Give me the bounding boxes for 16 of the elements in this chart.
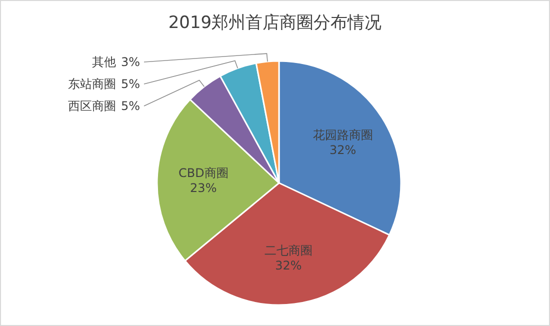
slice-label: 二七商圈 bbox=[264, 244, 312, 258]
pie-slice bbox=[278, 60, 402, 236]
slice-label: CBD商圈 bbox=[178, 166, 228, 180]
chart-title: 2019郑州首店商圈分布情况 bbox=[168, 13, 382, 33]
data-label: 5% bbox=[120, 77, 140, 91]
data-label: 5% bbox=[120, 99, 140, 113]
slice-label: 西区商圈 bbox=[68, 99, 116, 113]
data-label: 32% bbox=[275, 258, 302, 273]
slice-label: 其他 bbox=[92, 55, 116, 69]
pie-slice bbox=[255, 60, 280, 184]
slice-label: 花园路商圈 bbox=[312, 128, 373, 142]
pie-slice bbox=[184, 182, 390, 306]
data-label: 23% bbox=[190, 181, 217, 196]
data-label: 32% bbox=[330, 142, 356, 157]
slice-label: 东站商圈 bbox=[68, 77, 116, 91]
data-label: 3% bbox=[120, 55, 140, 69]
